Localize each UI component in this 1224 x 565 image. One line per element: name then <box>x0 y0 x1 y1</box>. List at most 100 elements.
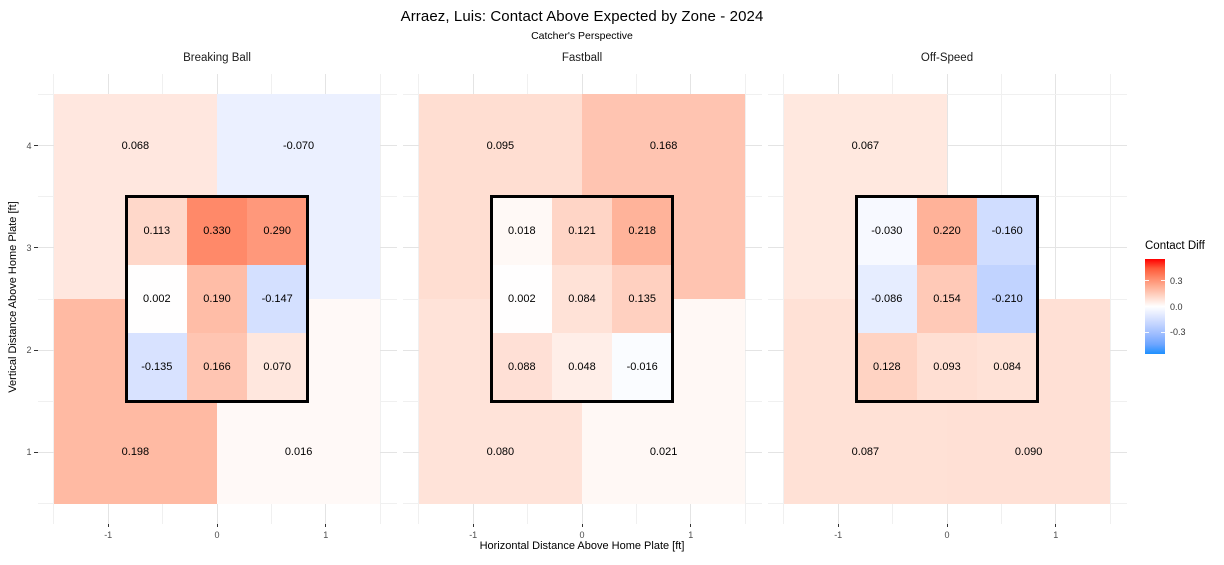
zone-value-label: 0.080 <box>486 446 515 459</box>
zone-value-label: 0.090 <box>1014 446 1043 459</box>
strike-zone-cell <box>551 196 613 265</box>
cell-value-label: 0.330 <box>203 224 231 237</box>
cell-value-label: 0.093 <box>933 361 961 374</box>
x-axis-tick <box>1055 524 1057 527</box>
legend-tick-mark <box>1145 280 1149 282</box>
y-axis-tick <box>33 349 38 351</box>
y-axis-tick <box>33 145 38 147</box>
cell-value-label: 0.113 <box>143 224 171 237</box>
strike-zone-cell <box>491 264 552 334</box>
y-axis-tick-label: 3 <box>26 242 32 253</box>
legend-tick-label: -0.3 <box>1170 327 1186 338</box>
zone-value-label: 0.095 <box>486 139 515 152</box>
strike-zone-cell <box>186 264 248 334</box>
y-axis-tick-label: 4 <box>26 140 32 151</box>
legend-colorbar <box>1145 259 1165 354</box>
gridline-horizontal <box>767 503 1127 505</box>
cell-value-label: -0.135 <box>141 361 173 374</box>
strike-zone-border <box>855 195 1039 403</box>
cell-value-label: 0.135 <box>628 293 656 305</box>
y-axis-tick-label: 2 <box>26 345 32 356</box>
x-axis-tick-label: 0 <box>944 530 950 540</box>
gridline-horizontal <box>767 145 1127 147</box>
x-axis-title: Horizontal Distance Above Home Plate [ft… <box>479 540 685 552</box>
cell-value-label: -0.147 <box>261 293 293 305</box>
strike-zone-border <box>125 195 309 403</box>
legend-tick-label: 0.0 <box>1170 301 1183 312</box>
strike-zone-cell <box>916 264 978 334</box>
chart-subtitle: Catcher's Perspective <box>531 30 633 42</box>
zone-value-label: 0.016 <box>284 446 313 459</box>
chart-title: Arraez, Luis: Contact Above Expected by … <box>400 8 764 25</box>
y-axis-tick-label: 1 <box>26 447 32 458</box>
strike-zone-cell <box>551 264 613 334</box>
strike-zone-cell <box>126 333 187 402</box>
strike-zone-cell <box>612 264 673 334</box>
heatmap-panel: 0.068 -0.070 0.198 0.016 0.113 0.330 0.290 0.00… <box>37 74 397 524</box>
cell-value-label: 0.218 <box>628 224 656 237</box>
zone-value-label: 0.087 <box>851 446 880 459</box>
y-axis-tick <box>33 451 38 453</box>
x-axis-tick <box>107 524 109 527</box>
strike-zone-cell <box>491 333 552 402</box>
gridline-horizontal <box>767 93 1127 95</box>
gridline-horizontal <box>402 503 762 505</box>
strike-zone-border <box>490 195 674 403</box>
strike-zone-cell <box>612 333 673 402</box>
cell-value-label: 0.070 <box>263 361 291 374</box>
x-axis-tick <box>472 524 474 527</box>
cell-value-label: 0.002 <box>508 293 536 305</box>
zone-value-label: 0.198 <box>121 446 150 459</box>
x-axis-tick-label: 0 <box>214 530 220 540</box>
strike-zone-cell <box>247 196 308 265</box>
cell-value-label: 0.190 <box>203 293 231 305</box>
heatmap-panel: 0.067 0.087 0.090 -0.030 0.220 -0.160 -0.086 0.… <box>767 74 1127 524</box>
legend-tick-mark <box>1145 331 1149 333</box>
x-axis-tick <box>325 524 327 527</box>
strike-zone-cell <box>491 196 552 265</box>
zone-value-label: -0.070 <box>282 139 315 152</box>
cell-value-label: -0.086 <box>871 293 903 305</box>
cell-value-label: 0.084 <box>993 361 1021 374</box>
cell-value-label: 0.128 <box>873 361 901 374</box>
facet-strip-label: Breaking Ball <box>183 52 251 64</box>
cell-value-label: 0.084 <box>568 293 596 305</box>
strike-zone-cell <box>186 333 248 402</box>
strike-zone-cell <box>977 196 1038 265</box>
strike-zone-cell <box>977 333 1038 402</box>
strike-zone-cell <box>977 264 1038 334</box>
legend-tick-label: 0.3 <box>1170 275 1183 286</box>
x-axis-tick-label: 1 <box>1053 530 1059 540</box>
strike-zone-cell <box>916 333 978 402</box>
x-axis-tick-label: 1 <box>323 530 329 540</box>
strike-zone-cell <box>856 196 917 265</box>
strike-zone-cell <box>916 196 978 265</box>
facet-strip-label: Off-Speed <box>920 52 974 64</box>
heatmap-panel: 0.095 0.168 0.080 0.021 0.018 0.121 0.218 0.002… <box>402 74 762 524</box>
cell-value-label: 0.002 <box>143 293 171 305</box>
y-axis-title: Vertical Distance Above Home Plate [ft] <box>7 201 19 393</box>
legend-tick-mark <box>1161 331 1165 333</box>
strike-zone-cell <box>856 333 917 402</box>
legend-tick-mark <box>1161 280 1165 282</box>
x-axis-tick-label: 1 <box>688 530 694 540</box>
strike-zone-cell <box>612 196 673 265</box>
x-axis-tick <box>690 524 692 527</box>
strike-zone-cell <box>186 196 248 265</box>
x-axis-tick <box>581 524 583 527</box>
cell-value-label: 0.290 <box>263 224 291 237</box>
strike-zone-cell <box>856 264 917 334</box>
cell-value-label: 0.088 <box>508 361 536 374</box>
facet-strip-label: Fastball <box>561 52 603 64</box>
x-axis-tick-label: -1 <box>834 530 843 540</box>
cell-value-label: 0.121 <box>568 224 596 237</box>
legend-tick-mark <box>1145 306 1149 307</box>
strike-zone-cell <box>126 264 187 334</box>
x-axis-tick-label: 0 <box>579 530 585 540</box>
zone-value-label: 0.068 <box>121 139 150 152</box>
cell-value-label: -0.160 <box>991 224 1023 237</box>
cell-value-label: 0.048 <box>568 361 596 374</box>
legend-tick-mark <box>1161 306 1165 307</box>
cell-value-label: 0.018 <box>508 224 536 237</box>
